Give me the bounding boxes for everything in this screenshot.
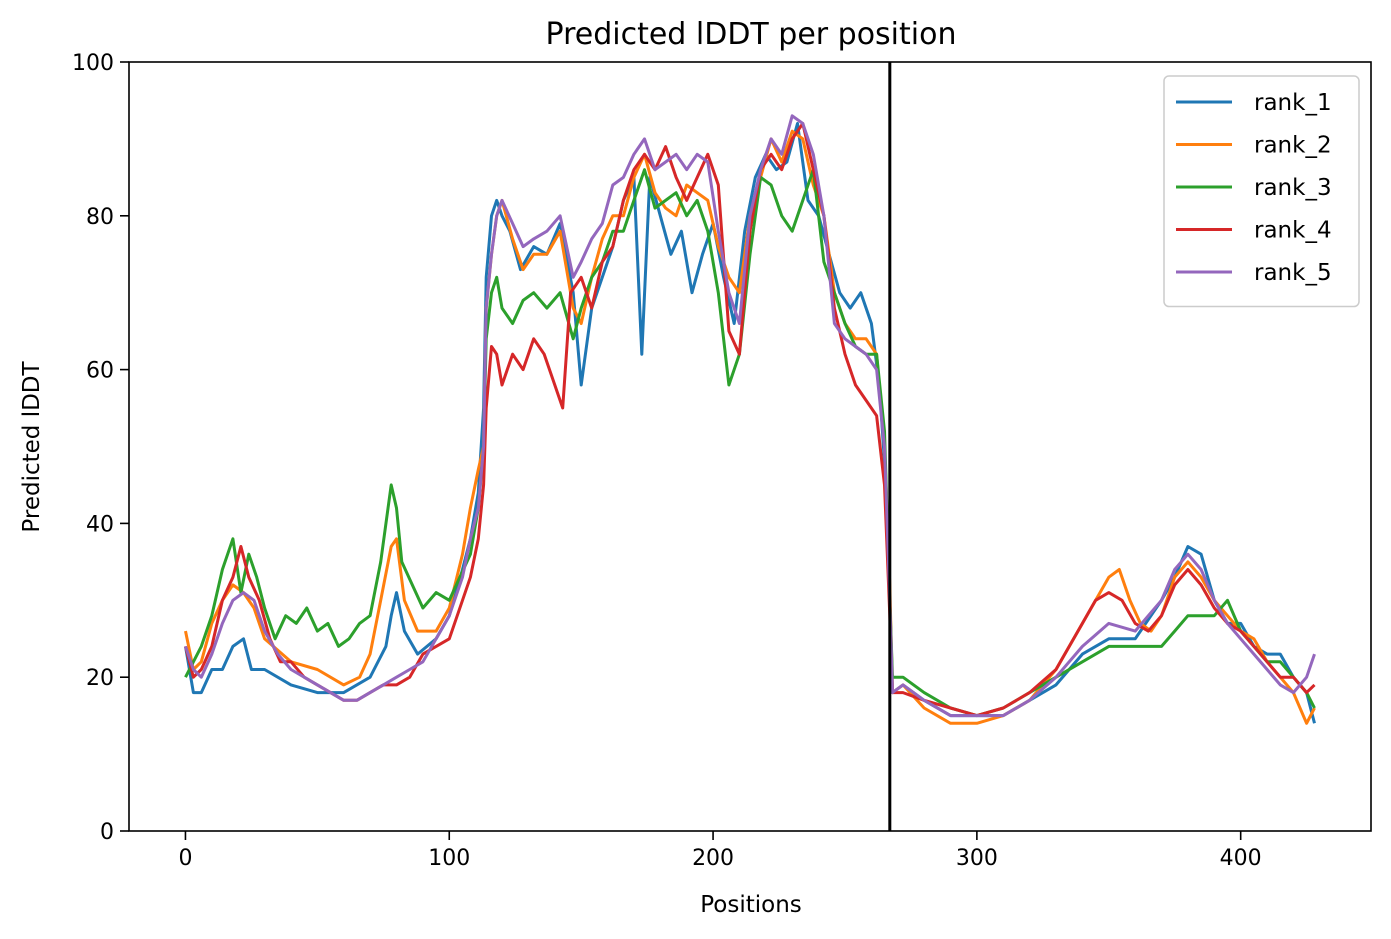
x-axis: 0 100 200 300 400 xyxy=(178,831,1262,871)
y-tick-label: 0 xyxy=(100,820,114,845)
chart-title: Predicted lDDT per position xyxy=(546,17,957,52)
legend-label-rank-1: rank_1 xyxy=(1254,90,1332,116)
y-tick-label: 40 xyxy=(86,512,114,537)
y-axis: 0 20 40 60 80 100 xyxy=(72,51,129,845)
x-tick-label: 200 xyxy=(692,846,734,871)
axes-frame xyxy=(128,61,1372,832)
series-layer xyxy=(184,114,1316,725)
series-line-rank-1 xyxy=(184,122,1316,724)
x-axis-label: Positions xyxy=(700,892,802,918)
legend-label-rank-4: rank_4 xyxy=(1254,218,1332,244)
y-tick-label: 100 xyxy=(72,51,114,76)
x-tick-label: 0 xyxy=(178,846,192,871)
y-tick-label: 80 xyxy=(86,205,114,230)
legend-label-rank-5: rank_5 xyxy=(1254,260,1332,286)
legend[interactable]: rank_1 rank_2 rank_3 rank_4 rank_5 xyxy=(1163,75,1360,308)
series-line-rank-2 xyxy=(184,129,1316,725)
y-axis-label: Predicted lDDT xyxy=(19,360,45,532)
y-tick-label: 20 xyxy=(86,666,114,691)
legend-label-rank-3: rank_3 xyxy=(1254,175,1332,201)
x-tick-label: 300 xyxy=(956,846,998,871)
x-tick-label: 100 xyxy=(428,846,470,871)
series-line-rank-5 xyxy=(184,114,1316,718)
legend-label-rank-2: rank_2 xyxy=(1254,133,1332,159)
y-tick-label: 60 xyxy=(86,359,114,384)
x-tick-label: 400 xyxy=(1220,846,1262,871)
legend-box xyxy=(1163,75,1360,308)
